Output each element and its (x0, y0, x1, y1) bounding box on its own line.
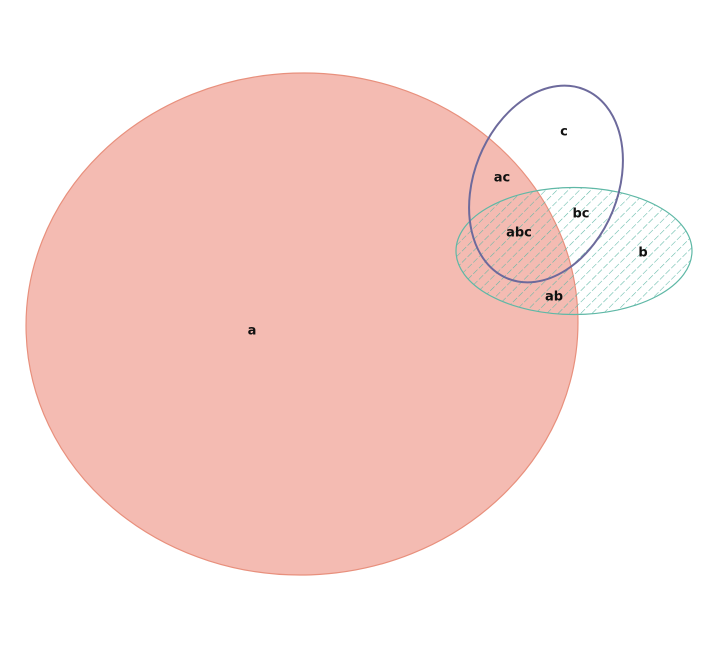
region-label-ab: ab (545, 290, 563, 305)
region-label-abc: abc (506, 226, 532, 241)
region-label-ac: ac (494, 171, 510, 186)
region-labels: a b c ab ac bc abc (248, 125, 648, 339)
region-label-a: a (248, 324, 257, 339)
sets-layer (25, 72, 693, 576)
set-a-ellipse (25, 72, 579, 576)
set-c-ellipse (468, 84, 624, 284)
region-label-bc: bc (572, 207, 589, 222)
region-label-c: c (560, 125, 568, 140)
region-label-b: b (638, 246, 647, 261)
set-b-ellipse (455, 186, 693, 316)
